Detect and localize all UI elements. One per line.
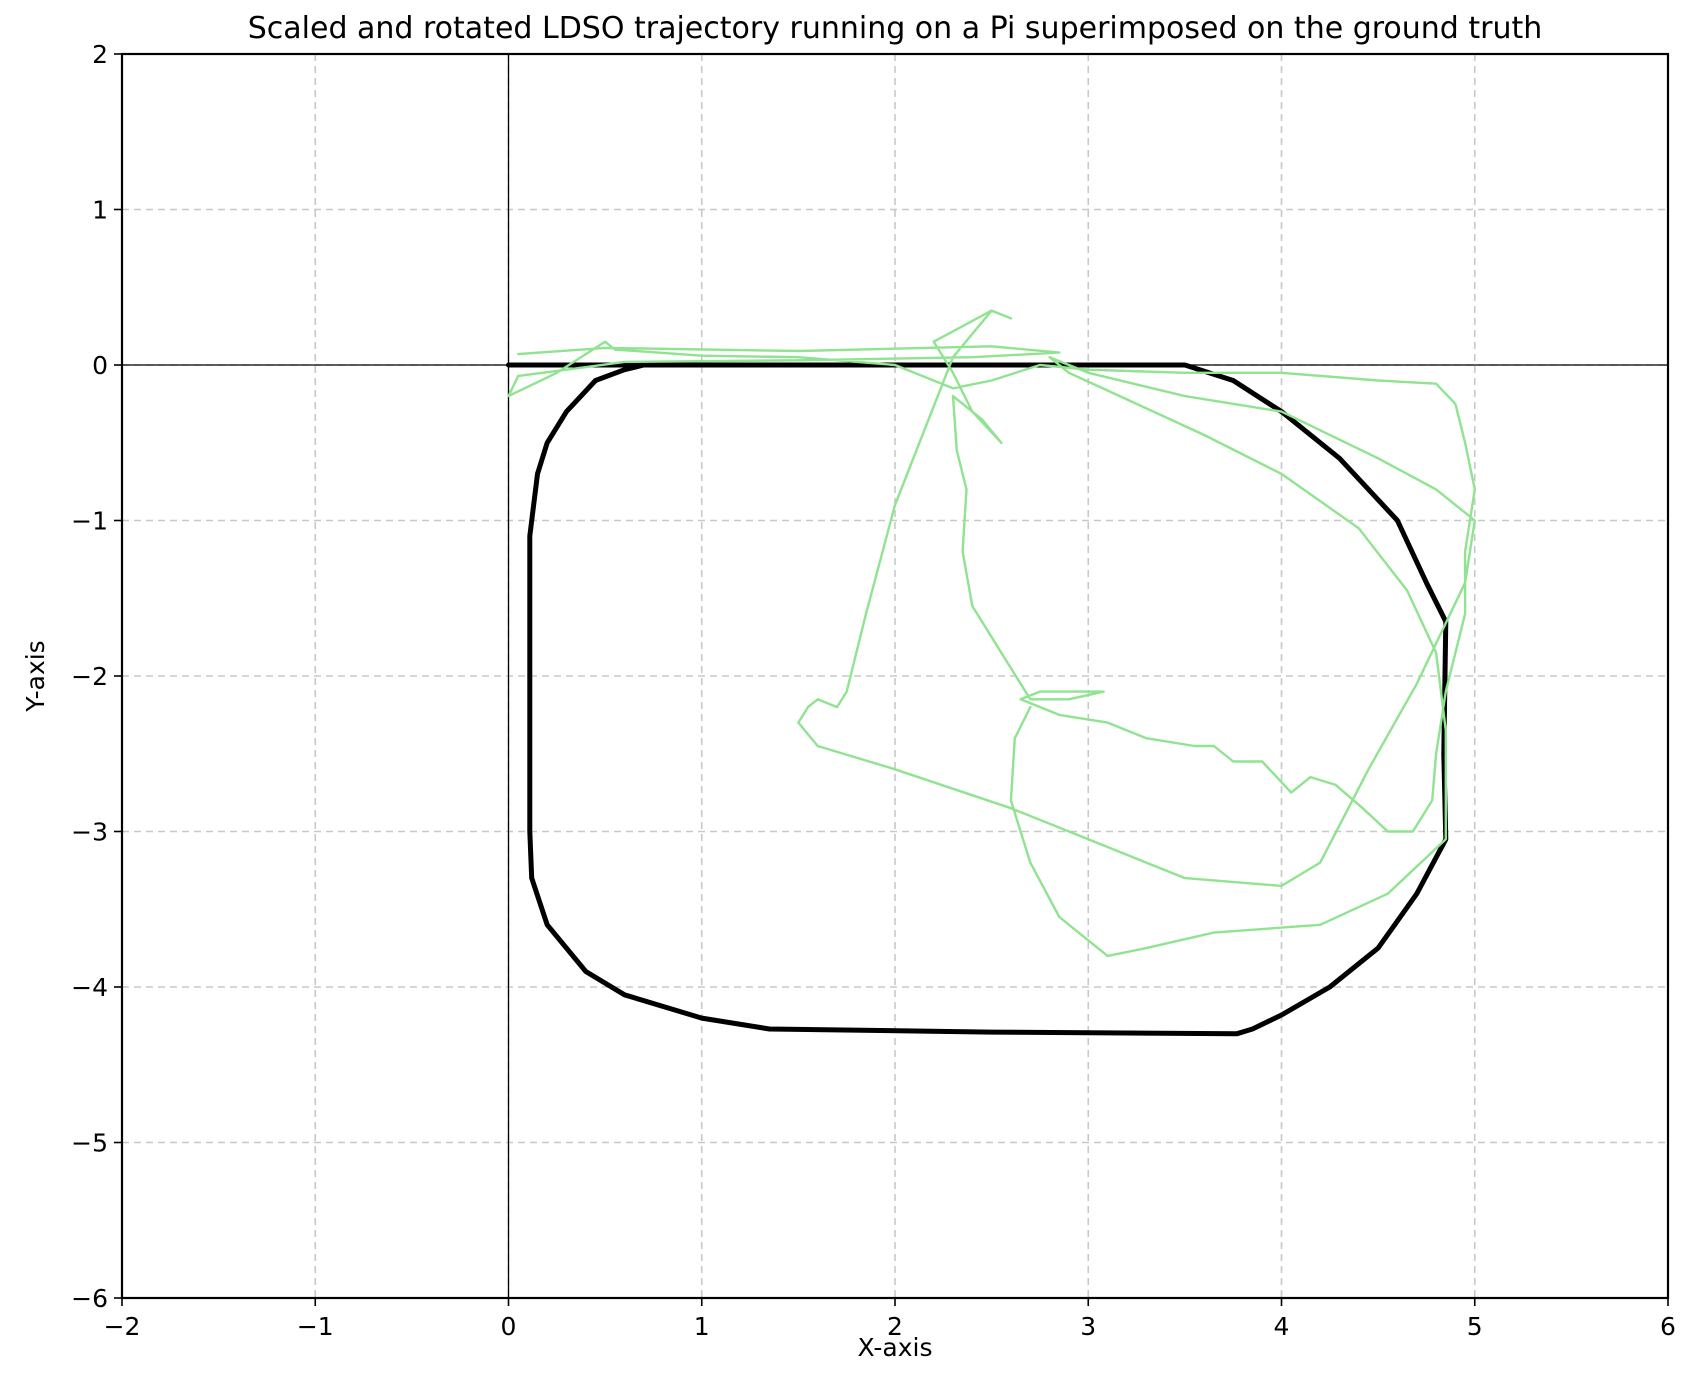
y-axis-label: Y-axis xyxy=(21,640,50,712)
y-tick-label: 1 xyxy=(92,196,108,225)
series-layer xyxy=(506,309,1476,1037)
ground-truth-line xyxy=(506,362,1449,1037)
x-tick-label: 0 xyxy=(501,1312,517,1341)
x-tick-labels: −2 −1 0 1 2 3 4 5 6 xyxy=(104,1312,1676,1341)
y-tick-label: 2 xyxy=(92,40,108,69)
y-tick-label: −6 xyxy=(71,1284,108,1313)
x-tick-label: 6 xyxy=(1660,1312,1676,1341)
x-tick-label: −1 xyxy=(297,1312,334,1341)
y-tick-label: −5 xyxy=(71,1129,108,1158)
y-tick-labels: −6 −5 −4 −3 −2 −1 0 1 2 xyxy=(71,40,108,1313)
x-axis-label: X-axis xyxy=(858,1333,933,1362)
tick-marks xyxy=(114,53,1669,1306)
ldso-trajectory-line xyxy=(507,309,1476,958)
x-tick-label: 4 xyxy=(1274,1312,1290,1341)
x-tick-label: 2 xyxy=(887,1312,903,1341)
y-tick-label: −3 xyxy=(71,818,108,847)
y-tick-label: 0 xyxy=(92,351,108,380)
y-tick-label: −4 xyxy=(71,973,108,1002)
x-tick-label: 5 xyxy=(1467,1312,1483,1341)
y-tick-label: −1 xyxy=(71,507,108,536)
x-tick-label: −2 xyxy=(104,1312,141,1341)
y-tick-label: −2 xyxy=(71,662,108,691)
x-tick-label: 3 xyxy=(1080,1312,1096,1341)
chart-title: Scaled and rotated LDSO trajectory runni… xyxy=(248,11,1543,46)
x-tick-label: 1 xyxy=(694,1312,710,1341)
